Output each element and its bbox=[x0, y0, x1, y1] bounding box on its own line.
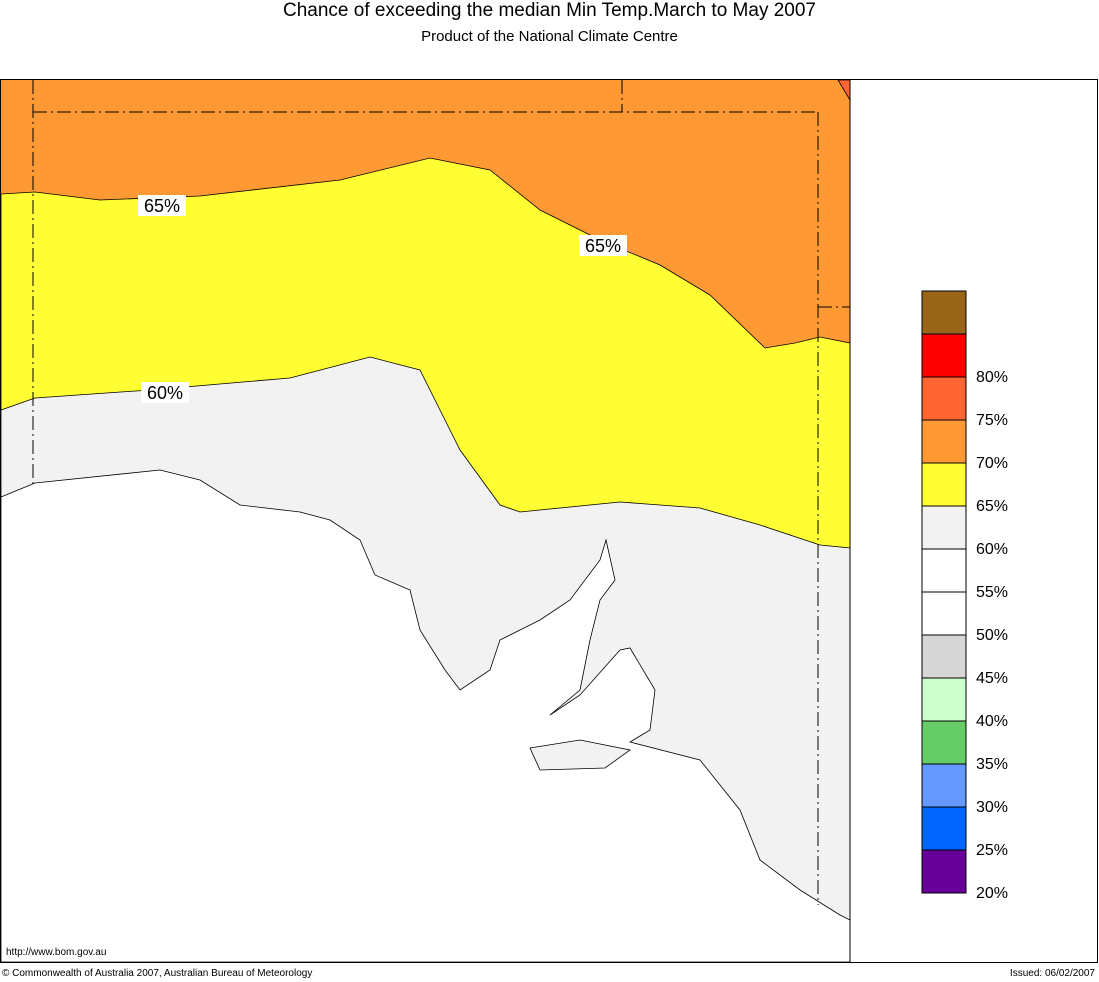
legend bbox=[921, 290, 967, 894]
legend-label: 80% bbox=[976, 369, 1009, 386]
kangaroo-island bbox=[529, 739, 631, 771]
legend-label: 70% bbox=[976, 455, 1009, 472]
copyright-text: © Commonwealth of Australia 2007, Austra… bbox=[2, 968, 313, 979]
legend-swatch bbox=[921, 720, 967, 765]
legend-label: 50% bbox=[976, 627, 1009, 644]
legend-label: 60% bbox=[976, 541, 1009, 558]
legend-swatch bbox=[921, 763, 967, 808]
map-title: Chance of exceeding the median Min Temp.… bbox=[282, 0, 816, 21]
contour-label: 60% bbox=[147, 383, 183, 403]
contour-label: 65% bbox=[585, 236, 621, 256]
legend-swatch bbox=[921, 333, 967, 378]
legend-swatch bbox=[921, 548, 967, 593]
map-area bbox=[0, 79, 851, 963]
ocean bbox=[0, 469, 851, 963]
legend-label: 45% bbox=[976, 670, 1009, 687]
legend-swatch bbox=[921, 462, 967, 507]
legend-swatch bbox=[921, 849, 967, 894]
legend-swatch bbox=[921, 376, 967, 421]
issued-date: Issued: 06/02/2007 bbox=[1009, 968, 1095, 979]
legend-swatch bbox=[921, 419, 967, 464]
legend-swatch bbox=[921, 505, 967, 550]
legend-label: 65% bbox=[976, 498, 1009, 515]
contour-label: 65% bbox=[144, 196, 180, 216]
legend-label: 35% bbox=[976, 756, 1009, 773]
map-subtitle: Product of the National Climate Centre bbox=[421, 28, 678, 45]
legend-label: 20% bbox=[976, 885, 1009, 902]
legend-label: 75% bbox=[976, 412, 1009, 429]
legend-swatch bbox=[921, 677, 967, 722]
legend-label: 55% bbox=[976, 584, 1009, 601]
state-borders bbox=[32, 80, 850, 905]
legend-label: 30% bbox=[976, 799, 1009, 816]
url-text: http://www.bom.gov.au bbox=[6, 947, 107, 958]
legend-swatch bbox=[921, 591, 967, 636]
legend-label: 40% bbox=[976, 713, 1009, 730]
legend-swatch bbox=[921, 290, 967, 335]
legend-swatch bbox=[921, 634, 967, 679]
map-frame bbox=[0, 79, 1098, 963]
legend-label: 25% bbox=[976, 842, 1009, 859]
legend-swatch bbox=[921, 806, 967, 851]
